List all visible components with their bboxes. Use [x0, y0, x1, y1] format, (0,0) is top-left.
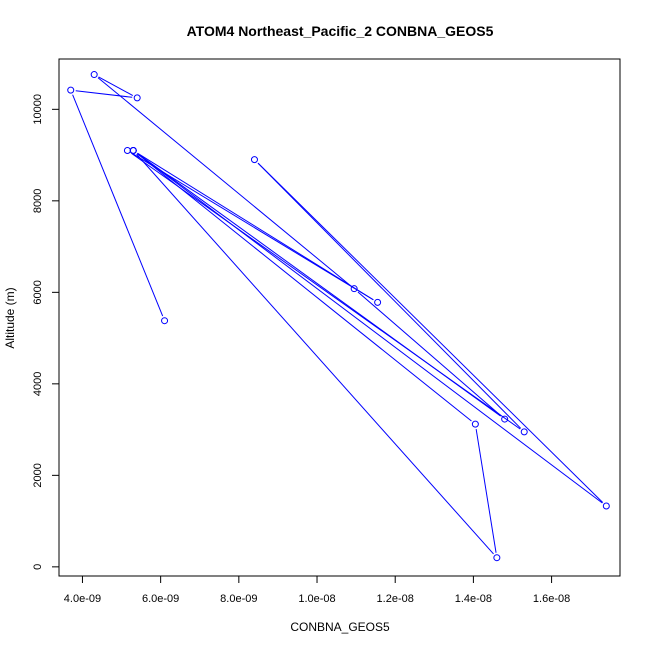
x-tick-label: 6.0e-09	[142, 593, 179, 605]
y-tick-label: 4000	[32, 372, 44, 396]
series-segment	[75, 90, 133, 98]
x-tick-label: 1.0e-08	[298, 593, 335, 605]
series-segment	[357, 291, 502, 417]
data-point	[493, 554, 501, 562]
y-tick-label: 6000	[32, 280, 44, 304]
x-axis-label: CONBNA_GEOS5	[290, 620, 390, 634]
series-segment	[136, 153, 494, 555]
series-layer	[67, 71, 610, 562]
series-segment	[137, 152, 374, 301]
data-point	[129, 147, 137, 155]
series-segment	[131, 152, 374, 301]
x-axis: 4.0e-09 6.0e-09 8.0e-09 1.0e-08 1.2e-08 1.4e-…	[64, 575, 570, 605]
series-segment	[475, 428, 497, 553]
x-tick-label: 1.6e-08	[533, 593, 570, 605]
data-point	[250, 156, 258, 164]
y-tick-label: 8000	[32, 189, 44, 213]
y-axis-label: Altitude (m)	[3, 287, 17, 348]
x-tick-label: 4.0e-09	[64, 593, 101, 605]
series-segment	[72, 94, 164, 317]
y-axis: 0 2000 4000 6000 8000 10000	[32, 94, 60, 570]
chart-title: ATOM4 Northeast_Pacific_2 CONBNA_GEOS5	[187, 23, 494, 39]
series-segment	[136, 153, 603, 504]
x-tick-label: 1.4e-08	[455, 593, 492, 605]
data-point	[350, 285, 358, 293]
data-point	[67, 86, 75, 94]
series-segment	[257, 162, 522, 429]
series-segment	[97, 77, 351, 286]
data-point	[374, 298, 382, 306]
data-point	[602, 502, 610, 510]
data-point	[471, 420, 479, 428]
x-tick-label: 8.0e-09	[220, 593, 257, 605]
y-tick-label: 10000	[32, 94, 44, 125]
series-segment	[257, 162, 604, 503]
data-point	[133, 94, 141, 102]
data-point	[161, 317, 169, 325]
series-segment	[98, 76, 134, 96]
x-tick-label: 1.2e-08	[377, 593, 414, 605]
series-segment	[136, 153, 472, 422]
data-point	[520, 428, 528, 436]
y-tick-label: 0	[32, 564, 44, 570]
data-point	[501, 415, 509, 423]
data-point	[90, 71, 98, 79]
series-segment	[131, 152, 521, 430]
y-tick-label: 2000	[32, 463, 44, 487]
